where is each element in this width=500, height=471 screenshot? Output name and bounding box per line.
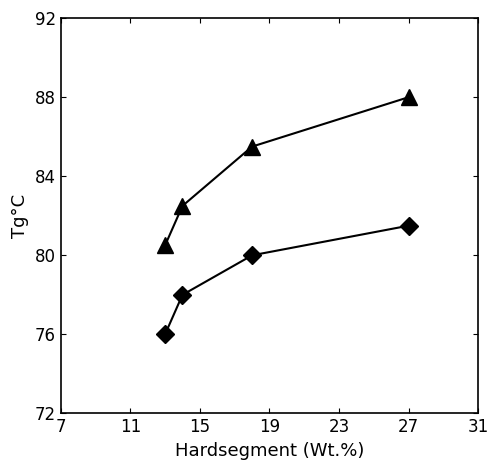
X-axis label: Hardsegment (Wt.%): Hardsegment (Wt.%) [175, 442, 364, 460]
Y-axis label: Tg°C: Tg°C [11, 194, 29, 238]
